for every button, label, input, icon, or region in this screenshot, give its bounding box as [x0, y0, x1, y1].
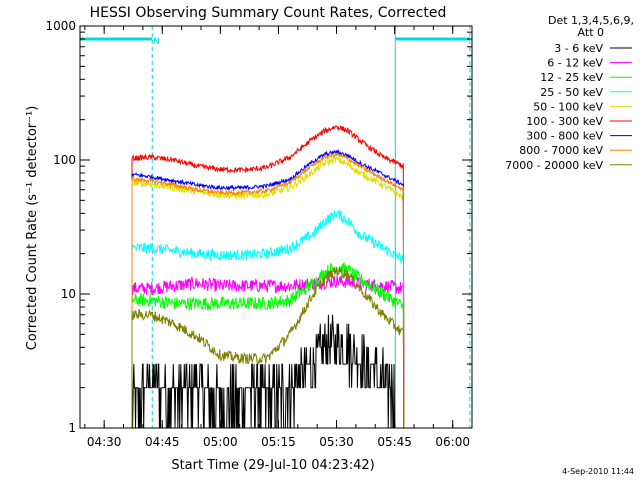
orbit-markers	[80, 26, 471, 428]
legend-label: 3 - 6 keV	[554, 42, 603, 55]
y-tick-label: 100	[53, 153, 76, 167]
series-line	[131, 124, 405, 429]
legend-label: 7000 - 20000 keV	[505, 159, 603, 172]
x-tick-label: 05:45	[377, 435, 412, 449]
legend-label: 25 - 50 keV	[540, 86, 603, 99]
legend: Det 1,3,4,5,6,9, Att 0 3 - 6 keV 6 - 12 k…	[505, 14, 634, 172]
x-axis-label: Start Time (29-Jul-10 04:23:42)	[171, 458, 374, 473]
y-tick-label: 1000	[45, 19, 76, 33]
legend-label: 300 - 800 keV	[526, 130, 603, 143]
series-line	[131, 314, 396, 429]
legend-label: 50 - 100 keV	[533, 100, 603, 113]
x-tick-label: 06:00	[435, 435, 470, 449]
series-line	[131, 262, 405, 429]
axes: 04:30 04:45 05:00 05:15 05:30 05:45 06:00 1 10 10…	[45, 19, 472, 449]
legend-title-line1: Det 1,3,4,5,6,9,	[548, 14, 634, 27]
series-line	[131, 266, 405, 429]
legend-label: 100 - 300 keV	[526, 115, 603, 128]
footer-date: 4-Sep-2010 11:44	[562, 467, 634, 476]
series-line	[131, 275, 405, 429]
x-tick-label: 05:00	[203, 435, 238, 449]
legend-title-line2: Att 0	[578, 26, 604, 39]
y-tick-label: 1	[68, 421, 76, 435]
plot-frame	[79, 25, 473, 429]
legend-label: 12 - 25 keV	[540, 71, 603, 84]
series-layer	[131, 124, 405, 429]
x-tick-label: 05:30	[319, 435, 354, 449]
night-marker-label: N	[153, 37, 160, 47]
series-line	[131, 209, 405, 429]
legend-label: 800 - 7000 keV	[519, 144, 603, 157]
y-tick-label: 10	[61, 287, 76, 301]
y-axis-label: Corrected Count Rate (s⁻¹ detector⁻¹)	[25, 106, 40, 351]
chart-title: HESSI Observing Summary Count Rates, Cor…	[90, 5, 447, 21]
series-line	[131, 152, 405, 429]
x-tick-label: 05:15	[261, 435, 296, 449]
x-tick-label: 04:30	[87, 435, 122, 449]
legend-label: 6 - 12 keV	[547, 57, 603, 70]
x-tick-label: 04:45	[145, 435, 180, 449]
